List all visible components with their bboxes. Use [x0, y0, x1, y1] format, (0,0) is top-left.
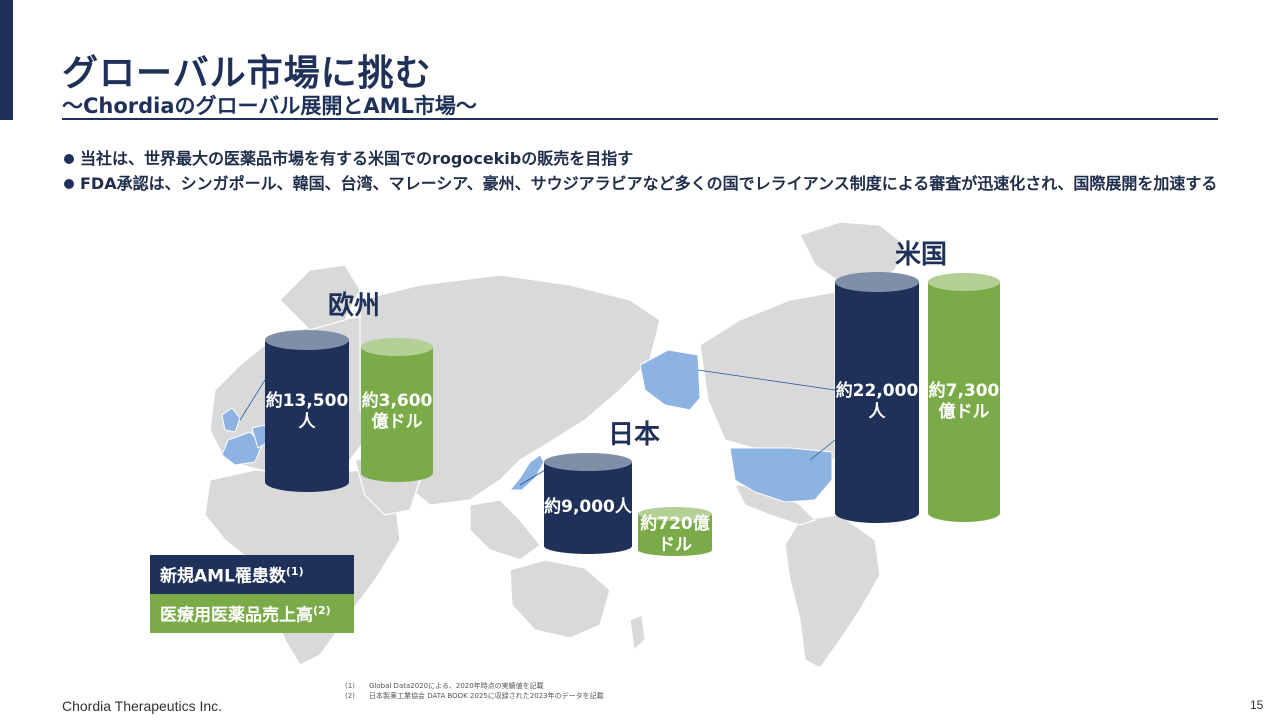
- footnote-item: (2) 日本製薬工業協会 DATA BOOK 2025に収録された2023年のデー…: [345, 692, 604, 700]
- japan-sales-cylinder: [638, 507, 712, 556]
- footnote-item: (1) Global Data2020による、2020年時点の実績値を記載: [345, 682, 544, 690]
- region-label-europe: 欧州: [328, 291, 381, 321]
- region-label-japan: 日本: [608, 420, 661, 450]
- new-zealand-shape: [629, 614, 646, 652]
- usa-sales-cylinder: [928, 273, 1000, 522]
- australia-shape: [509, 559, 611, 639]
- page-number: 15: [1250, 698, 1264, 712]
- japan-highlight: [508, 454, 545, 491]
- canada-shape: [699, 291, 836, 461]
- usa-highlight: [729, 447, 833, 503]
- europe-sales-cylinder: [361, 338, 433, 482]
- page-title: グローバル市場に挑む: [62, 53, 432, 94]
- uk-highlight: [221, 407, 241, 433]
- japan-sales-value: 約720億 ドル: [640, 514, 710, 555]
- legend-patients: 新規AML罹患数(1): [150, 555, 354, 594]
- usa-sales-value: 約7,300 億ドル: [928, 381, 1000, 422]
- bullet-item: 当社は、世界最大の医薬品市場を有する米国でのrogocekibの販売を目指す: [62, 146, 1232, 171]
- europe-sales-value: 約3,600 億ドル: [361, 391, 433, 432]
- region-label-usa: 米国: [895, 240, 948, 270]
- legend-sales-note: (2): [313, 604, 331, 617]
- leader-line: [809, 439, 836, 461]
- scandinavia-shape: [279, 264, 361, 331]
- bullet-list: 当社は、世界最大の医薬品市場を有する米国でのrogocekibの販売を目指す F…: [62, 146, 1232, 196]
- leader-line: [697, 369, 836, 391]
- south-america-shape: [784, 514, 881, 669]
- usa-patients-cylinder: [835, 272, 919, 523]
- footnotes: (1) Global Data2020による、2020年時点の実績値を記載 (2)…: [345, 681, 604, 701]
- accent-bar: [0, 0, 13, 120]
- alaska-highlight: [639, 349, 701, 411]
- legend-patients-note: (1): [285, 565, 304, 578]
- leader-line: [239, 379, 266, 421]
- southeast-asia-shape: [469, 499, 541, 561]
- title-divider: [62, 118, 1218, 120]
- bullet-item: FDA承認は、シンガポール、韓国、台湾、マレーシア、豪州、サウジアラビアなど多く…: [62, 171, 1232, 196]
- europe-patients-cylinder: [265, 330, 349, 492]
- europe-patients-value: 約13,500 人: [265, 391, 349, 432]
- france-highlight: [221, 431, 263, 466]
- greenland-shape: [799, 221, 906, 286]
- page-subtitle: 〜Chordiaのグローバル展開とAML市場〜: [62, 94, 477, 118]
- legend-patients-label: 新規AML罹患数: [160, 566, 286, 587]
- footer-company: Chordia Therapeutics Inc.: [62, 698, 223, 714]
- legend-sales-label: 医療用医薬品売上高: [160, 605, 313, 626]
- japan-patients-cylinder: [544, 453, 632, 554]
- usa-patients-value: 約22,000 人: [835, 381, 919, 422]
- legend-sales: 医療用医薬品売上高(2): [150, 594, 354, 633]
- japan-patients-value: 約9,000人: [544, 497, 632, 517]
- leader-line: [519, 469, 546, 486]
